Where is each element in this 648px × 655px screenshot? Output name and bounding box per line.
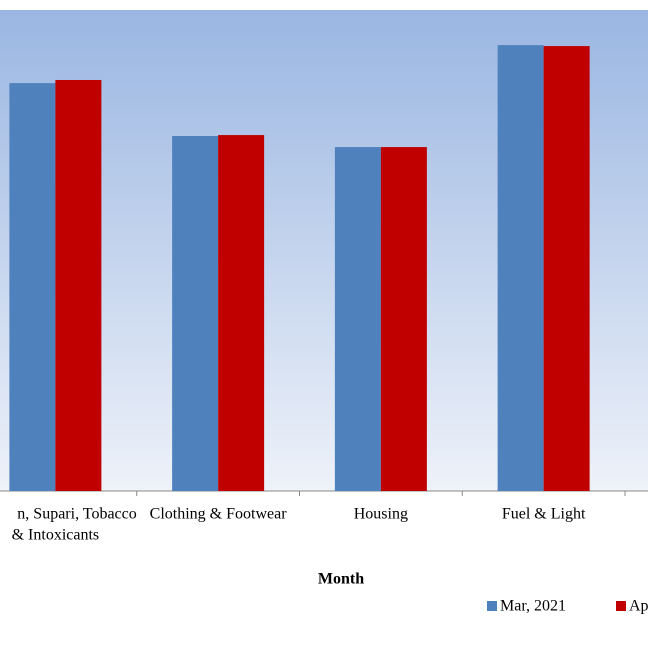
- bar: [218, 135, 265, 491]
- bar: [543, 46, 590, 491]
- bar: [55, 79, 102, 491]
- x-tick-label: & Intoxicants: [12, 527, 100, 544]
- legend-swatch: [616, 601, 626, 611]
- bar: [380, 147, 427, 491]
- legend-swatch: [487, 601, 497, 611]
- x-tick-label: n, Supari, Tobacco: [17, 506, 136, 523]
- x-axis-title: Month: [318, 571, 364, 588]
- legend-label: Mar, 2021: [500, 598, 566, 615]
- x-tick-label: Fuel & Light: [502, 506, 586, 523]
- x-tick-label: Housing: [354, 506, 408, 523]
- bar: [172, 136, 219, 491]
- x-tick-label: Clothing & Footwear: [150, 506, 288, 523]
- bar: [334, 147, 381, 491]
- bar: [497, 45, 544, 491]
- legend-label: Ap: [629, 598, 648, 615]
- bar: [9, 83, 56, 491]
